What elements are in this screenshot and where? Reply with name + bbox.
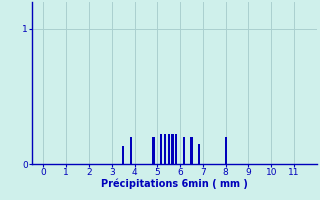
- X-axis label: Précipitations 6min ( mm ): Précipitations 6min ( mm ): [101, 179, 248, 189]
- Bar: [172, 134, 174, 164]
- Bar: [160, 134, 162, 164]
- Bar: [168, 134, 170, 164]
- Bar: [183, 137, 185, 164]
- Bar: [130, 137, 132, 164]
- Bar: [164, 134, 166, 164]
- Bar: [152, 137, 155, 164]
- Bar: [175, 134, 177, 164]
- Bar: [198, 144, 200, 164]
- Bar: [122, 146, 124, 164]
- Bar: [190, 137, 193, 164]
- Bar: [225, 137, 227, 164]
